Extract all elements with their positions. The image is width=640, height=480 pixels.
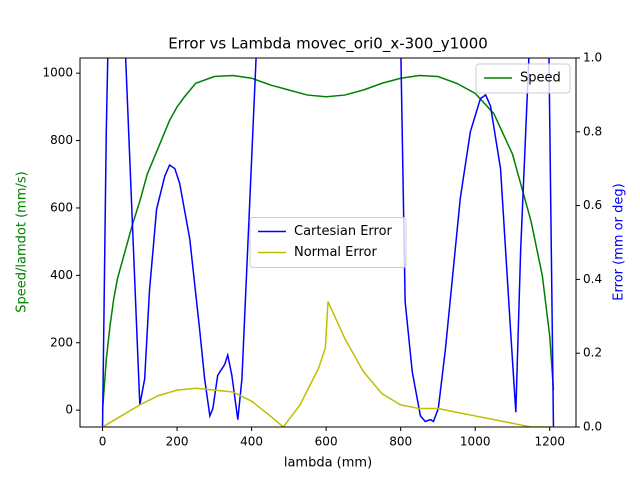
y-tick-label: 800 [50,133,73,147]
y-tick-label: 1000 [42,66,73,80]
y-tick-label: 200 [50,335,73,349]
series-line [102,301,554,427]
chart-title: Error vs Lambda movec_ori0_x-300_y1000 [168,35,488,54]
legend-box [475,63,571,94]
x-tick-label: 800 [389,435,412,449]
y2-tick-label: 1.0 [583,51,602,65]
legend-label: Normal Error [294,245,378,260]
y2-tick-label: 0.8 [583,124,602,138]
x-tick-label: 1200 [534,435,565,449]
x-tick-label: 1000 [460,435,491,449]
series-line [101,74,555,411]
x-axis-label: lambda (mm) [284,456,372,471]
x-tick-label: 200 [166,435,189,449]
y-axis-label: Speed/lamdot (mm/s) [15,171,30,312]
x-tick-label: 0 [99,435,107,449]
y-tick-label: 0 [65,403,73,417]
legend-box [249,217,407,268]
x-tick-label: 600 [315,435,338,449]
plot-area [101,58,555,427]
legend-label: Speed [520,71,561,86]
y-tick-label: 400 [50,268,73,282]
y2-tick-label: 0.0 [583,420,602,434]
y-tick-label: 600 [50,200,73,214]
y2-tick-label: 0.4 [583,272,602,286]
x-tick-label: 400 [240,435,263,449]
axes-frame [79,57,577,428]
y2-axis-label: Error (mm or deg) [612,183,627,300]
y2-tick-label: 0.2 [583,346,602,360]
y2-tick-label: 0.6 [583,198,602,212]
legend-label: Cartesian Error [294,224,393,239]
series-line [101,58,555,427]
